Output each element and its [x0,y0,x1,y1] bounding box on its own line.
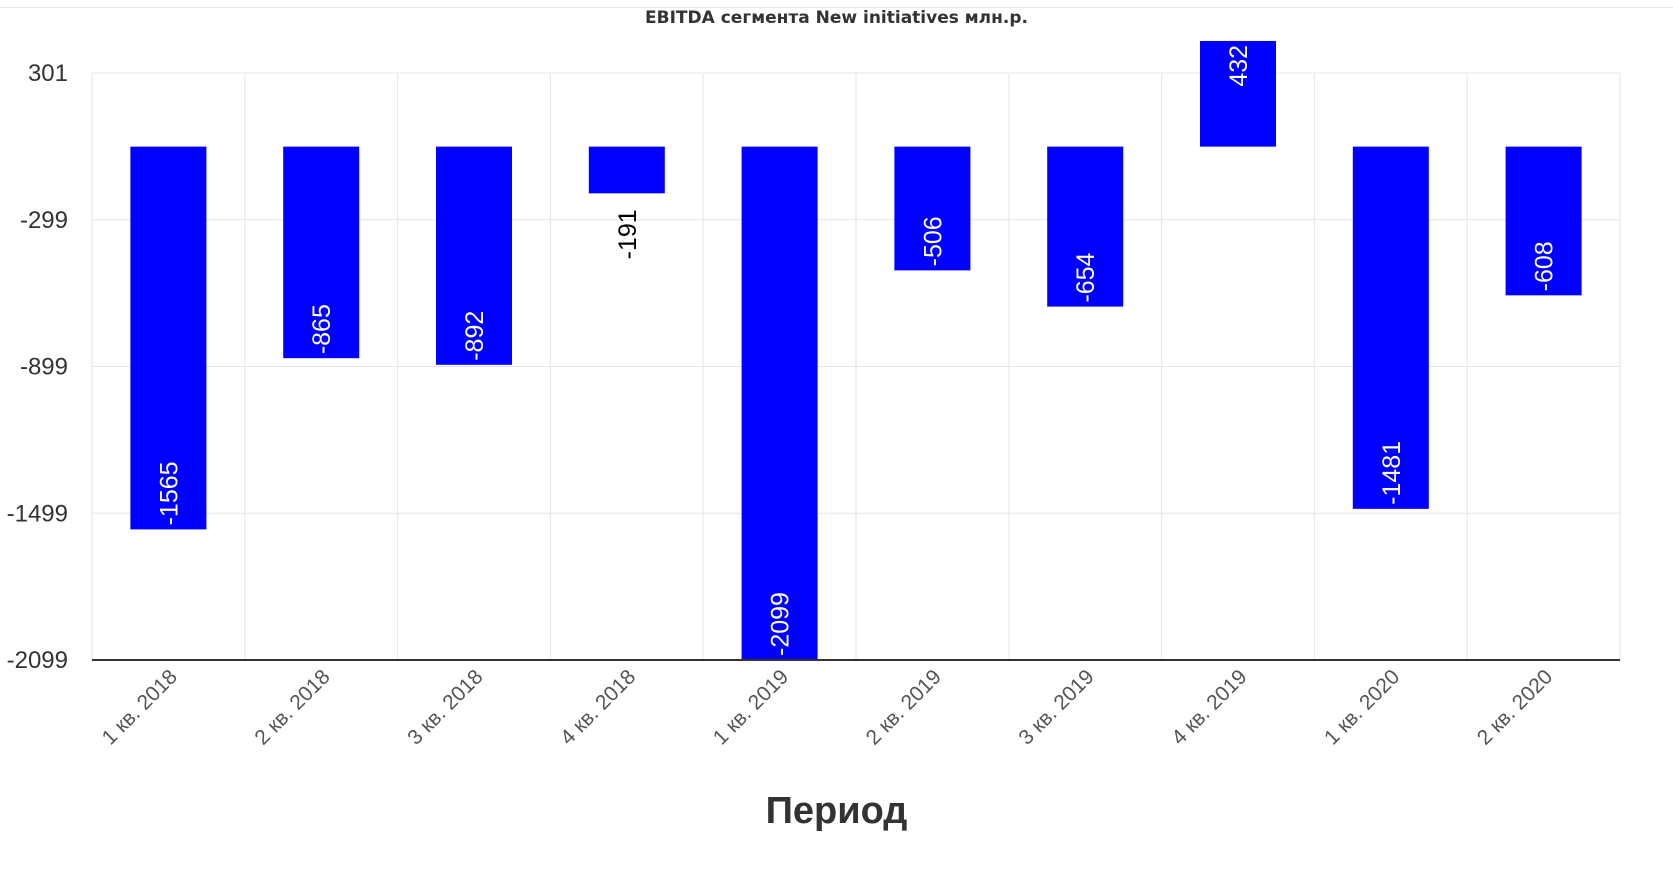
data-label: -191 [614,209,642,259]
x-tick-label: 3 кв. 2019 [1014,665,1098,749]
bar [1047,146,1124,307]
data-label: -506 [919,216,947,266]
y-tick-label: -2099 [7,647,68,674]
y-tick-label: -1499 [7,500,68,527]
data-label: 432 [1225,45,1253,87]
x-tick-label: 2 кв. 2018 [250,665,334,749]
x-tick-label: 1 кв. 2019 [709,665,793,749]
data-label: -865 [308,304,336,354]
bar [1352,146,1429,509]
data-label: -2099 [767,592,795,656]
x-tick-label: 2 кв. 2020 [1473,665,1557,749]
bar [894,146,971,271]
bar [1505,146,1582,296]
y-tick-label: -899 [20,354,68,381]
data-label: -892 [461,311,489,361]
bar [741,146,818,661]
bar [130,146,207,530]
x-tick-label: 4 кв. 2019 [1167,665,1251,749]
bar [436,146,512,365]
data-label: -1565 [155,461,183,525]
y-tick-label: -299 [20,207,68,234]
bar [283,146,360,359]
x-tick-label: 1 кв. 2018 [98,665,182,749]
data-label: -654 [1072,252,1100,302]
data-label: -608 [1531,241,1559,291]
x-axis-title: Период [765,790,908,832]
data-label: -1481 [1378,441,1406,505]
x-tick-label: 4 кв. 2018 [556,665,640,749]
chart-title: EBITDA сегмента New initiatives млн.р. [645,8,1028,28]
x-tick-label: 2 кв. 2019 [862,665,946,749]
bar [588,146,665,194]
bar [1200,40,1276,147]
x-tick-label: 1 кв. 2020 [1320,665,1404,749]
y-tick-label: 301 [28,60,68,87]
x-tick-label: 3 кв. 2018 [403,665,487,749]
top-border [0,7,1673,8]
